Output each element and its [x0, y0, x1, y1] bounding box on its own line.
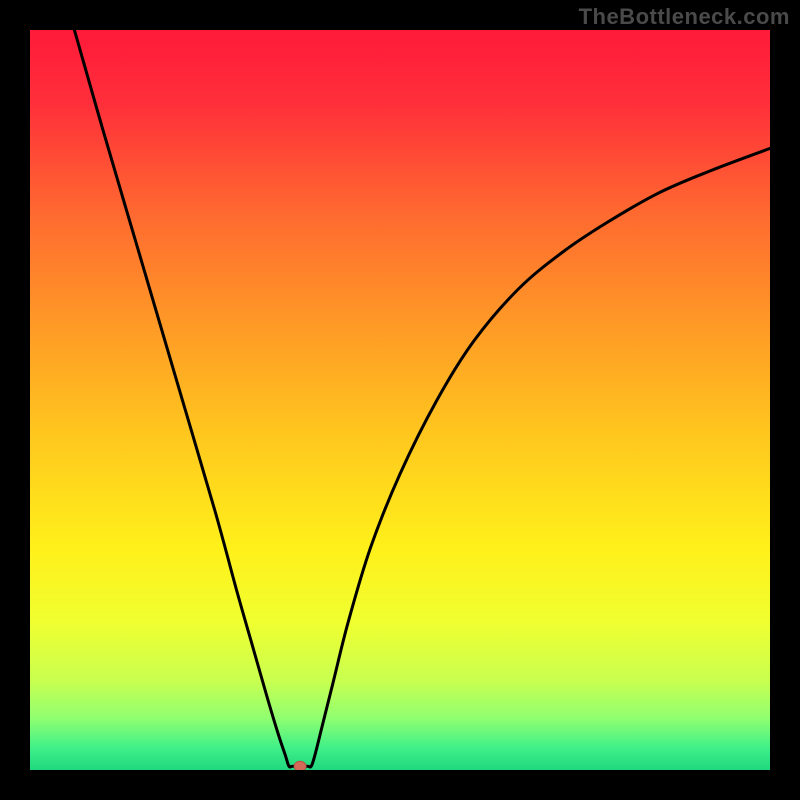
- chart-background: [30, 30, 770, 770]
- chart-svg: [30, 30, 770, 770]
- watermark-label: TheBottleneck.com: [579, 4, 790, 30]
- optimal-point-marker: [294, 761, 306, 770]
- plot-area: [30, 30, 770, 770]
- chart-container: TheBottleneck.com: [0, 0, 800, 800]
